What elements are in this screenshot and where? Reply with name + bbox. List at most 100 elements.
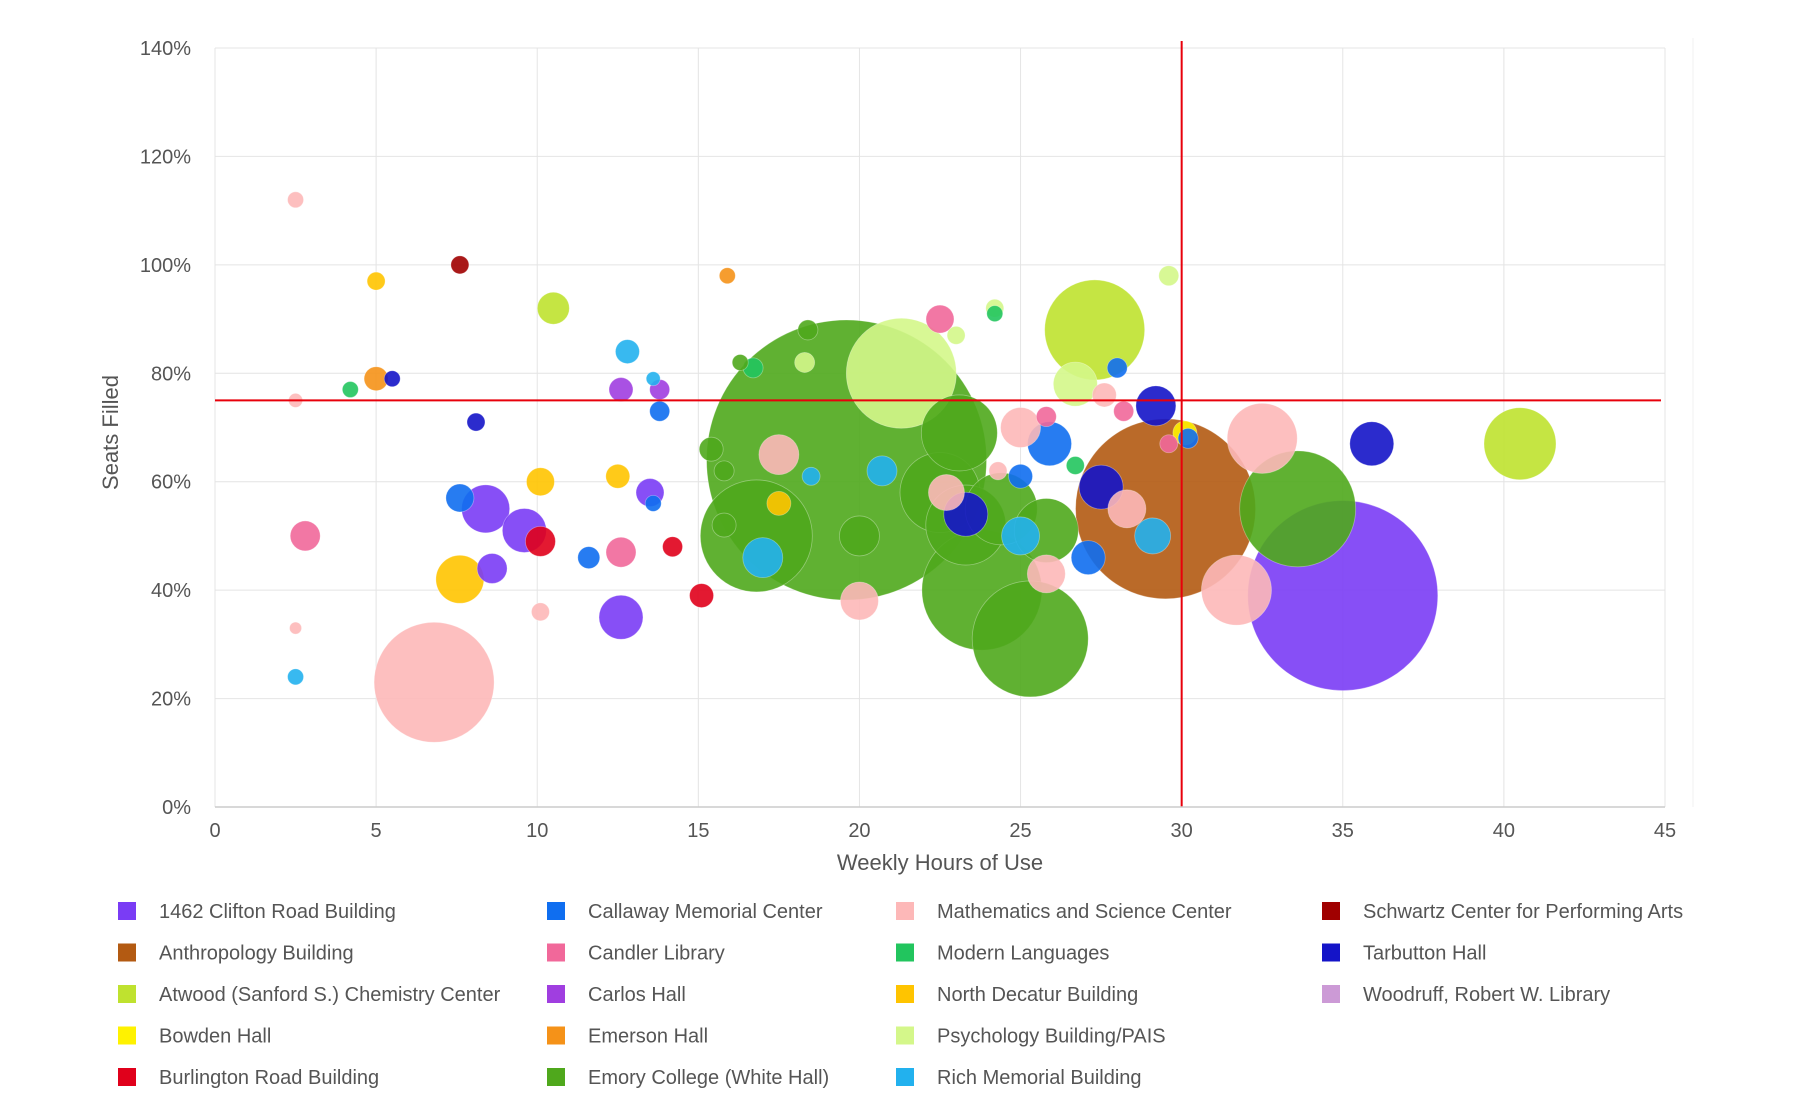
legend-label: Burlington Road Building xyxy=(159,1067,379,1089)
legend-swatch xyxy=(547,985,565,1003)
legend-swatch xyxy=(1322,943,1340,962)
bubble xyxy=(341,381,359,398)
legend-label: Psychology Building/PAIS xyxy=(937,1026,1166,1048)
legend-label: Schwartz Center for Performing Arts xyxy=(1363,901,1683,923)
y-tick-label: 60% xyxy=(151,472,191,494)
legend-swatch xyxy=(896,1068,914,1086)
bubble xyxy=(1113,400,1135,422)
bubble xyxy=(1158,265,1180,287)
x-tick-label: 45 xyxy=(1654,820,1676,842)
legend-swatch xyxy=(896,1026,914,1045)
y-tick-label: 0% xyxy=(162,797,191,819)
legend-label: Emory College (White Hall) xyxy=(588,1067,829,1089)
x-tick-label: 35 xyxy=(1332,820,1354,842)
legend-label: Mathematics and Science Center xyxy=(937,901,1232,923)
bubble xyxy=(1035,406,1057,428)
x-tick-label: 40 xyxy=(1493,820,1515,842)
bubble xyxy=(649,400,671,422)
x-tick-label: 10 xyxy=(526,820,548,842)
bubble xyxy=(476,553,508,584)
axes: 0 5 10 15 20 25 30 35 40 45 0% 20% 40% 60% 80% 100% 120%… xyxy=(140,38,1676,842)
bubble xyxy=(986,305,1004,323)
x-tick-label: 0 xyxy=(209,820,220,842)
bubble xyxy=(615,339,640,365)
bubble xyxy=(1201,554,1272,626)
bubble xyxy=(598,594,644,640)
legend-swatch xyxy=(547,943,565,962)
bubble xyxy=(766,490,792,516)
y-tick-label: 80% xyxy=(151,363,191,385)
legend-swatch xyxy=(118,1026,136,1045)
bubble xyxy=(287,191,304,209)
y-axis-title: Seats Filled xyxy=(98,375,123,490)
bubble xyxy=(713,460,735,482)
legend-swatch xyxy=(547,1026,565,1045)
legend-label: Carlos Hall xyxy=(588,984,686,1006)
legend-swatch xyxy=(118,985,136,1003)
bubble xyxy=(698,436,724,462)
x-tick-label: 30 xyxy=(1171,820,1193,842)
legend-label: Woodruff, Robert W. Library xyxy=(1363,984,1610,1006)
legend-label: Atwood (Sanford S.) Chemistry Center xyxy=(159,984,501,1006)
bubble xyxy=(662,536,683,558)
bubble xyxy=(644,494,662,512)
bubble xyxy=(1107,489,1147,529)
y-tick-label: 20% xyxy=(151,689,191,711)
bubble xyxy=(1091,382,1117,408)
legend-swatch xyxy=(896,985,914,1003)
bubble xyxy=(1106,357,1128,379)
bubble xyxy=(925,304,955,334)
bubble xyxy=(1008,463,1033,489)
bubble xyxy=(1026,554,1066,594)
bubble xyxy=(731,354,749,371)
bubble xyxy=(1135,385,1177,427)
legend-swatch xyxy=(118,1068,136,1086)
bubble xyxy=(801,466,821,486)
legend-label: Modern Languages xyxy=(937,943,1109,965)
bubble xyxy=(988,461,1008,481)
bubble xyxy=(920,394,998,472)
y-tick-label: 100% xyxy=(140,255,191,277)
bubble xyxy=(605,463,631,489)
bubble xyxy=(289,621,302,635)
legend-label: Tarbutton Hall xyxy=(1363,943,1486,965)
bubble xyxy=(946,325,966,345)
bubble xyxy=(536,291,570,325)
bubble xyxy=(373,621,495,743)
y-tick-label: 40% xyxy=(151,580,191,602)
bubble xyxy=(794,352,816,373)
bubble xyxy=(366,271,386,291)
bubble xyxy=(1001,516,1040,556)
bubble xyxy=(1239,450,1357,568)
bubble xyxy=(1134,517,1172,555)
bubble xyxy=(577,546,601,570)
legend-swatch xyxy=(896,943,914,962)
bubble xyxy=(1349,421,1395,467)
bubble xyxy=(866,455,898,487)
legend-label: North Decatur Building xyxy=(937,984,1138,1006)
legend-swatch xyxy=(896,902,914,920)
x-tick-label: 15 xyxy=(687,820,709,842)
legend-swatch xyxy=(1322,985,1340,1003)
legend-swatch xyxy=(1322,902,1340,920)
bubble xyxy=(526,467,555,497)
legend-label: Candler Library xyxy=(588,943,725,965)
x-axis-title: Weekly Hours of Use xyxy=(837,850,1043,875)
bubble xyxy=(1052,361,1098,407)
legend-label: Emerson Hall xyxy=(588,1026,708,1048)
bubble xyxy=(445,483,475,513)
bubble xyxy=(1483,407,1557,481)
legend: 1462 Clifton Road Building Anthropology B… xyxy=(118,901,1683,1089)
bubble xyxy=(1000,407,1041,448)
bubble xyxy=(645,371,661,387)
legend-swatch xyxy=(547,1068,565,1086)
bubble xyxy=(531,602,550,622)
x-tick-label: 20 xyxy=(848,820,870,842)
bubble xyxy=(742,537,784,579)
y-tick-label: 140% xyxy=(140,38,191,60)
bubble xyxy=(608,377,634,402)
legend-swatch xyxy=(118,943,136,962)
legend-label: Rich Memorial Building xyxy=(937,1067,1142,1089)
bubble xyxy=(839,515,880,557)
